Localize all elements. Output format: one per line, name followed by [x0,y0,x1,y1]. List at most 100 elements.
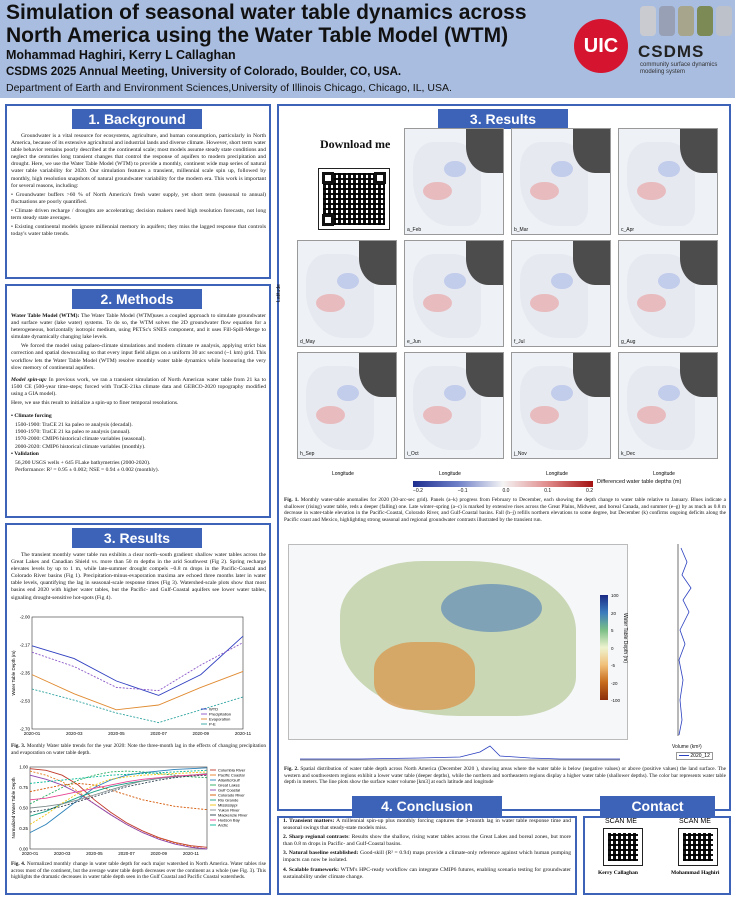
figure-1-colorbar [413,481,593,487]
figure-4-chart: 2020-01 2020-03 2020-05 2020-07 2020-09 2020-… [11,765,248,857]
contact-qr-left[interactable] [603,828,643,866]
spinup-text-2: Here, we use this result to initialize a… [11,400,179,407]
figure-1-text: Monthly water-table anomalies for 2020 (… [284,497,726,524]
figure-4-text: Normalized monthly change in water table… [11,861,266,881]
figure-1-colorbar-ticks: −0.2 −0.1 0.0 0.1 0.2 [413,488,593,494]
forcing-item: 1900-1970: TraCE 21 ka paleo re analysis… [15,429,131,436]
map-panel: h_Sep [297,352,397,459]
map-panel: k_Dec [618,352,718,459]
map-panel-label: f_Jul [514,339,525,345]
figure-1-colorbar-label: Differenced water table depths (m) [597,479,682,485]
colorbar-tick: -100 [611,698,621,703]
y-tick-label: -2.53 [20,699,31,704]
latitude-axis-label: Latitude [275,284,282,302]
series-line [31,635,244,696]
figure-1-caption: Fig. 1. Monthly water-table anomalies fo… [284,497,726,524]
legend-label: Precipitation [209,712,231,717]
legend-label: Mississippi [218,803,237,808]
colorbar-tick: −0.2 [413,488,423,494]
background-title: 1. Background [72,109,202,129]
longitude-axis-label: Longitude [439,471,461,477]
legend-label: Pacific Coastal [218,773,245,778]
colorbar-tick: 0.2 [586,488,593,494]
y-tick-label: -2.70 [20,727,31,732]
figure-2-colorbar-ticks: 100 20 5 0 -5 -20 -100 [611,593,620,703]
colorbar-tick: 0.1 [544,488,552,494]
conclusion-item-text: : Results show the shallow, rising water… [283,834,571,848]
colorbar-tick: -20 [611,680,618,686]
map-panel-label: i_Oct [407,451,419,457]
figure-3-caption: Fig. 3. Monthly Water table trends for t… [11,743,266,756]
figure-2-text: Spatial distribution of water table dept… [284,766,726,786]
wtm-text: The Water Table Model (WTM)uses a couple… [11,313,266,341]
map-panel: e_Jun [404,240,504,347]
legend-label: Rio Grande [218,798,239,803]
figure-2-map [288,544,628,740]
y-tick-label: 0.00 [19,847,28,852]
series-line [31,670,244,711]
y-tick-label: 0.50 [19,806,28,811]
series-line [29,774,208,850]
validation-title: • Validation [11,450,39,457]
x-tick-label: 2020-05 [86,851,103,856]
figure-3-chart: 2020-01 2020-03 2020-05 2020-07 2020-09 2020-… [11,615,252,737]
forcing-title: • Climate forcing [11,413,52,420]
contact-qr-right[interactable] [678,828,718,866]
map-panel-label: h_Sep [300,451,315,457]
figure-2-colorbar [600,595,608,700]
colorbar-tick: −0.1 [457,488,468,494]
download-qr-code[interactable] [318,168,390,230]
legend-label: Yukon River [218,808,240,813]
longitude-axis-label: Longitude [546,471,568,477]
conclusion-title: 4. Conclusion [352,796,502,816]
map-panel: f_Jul [511,240,611,347]
x-tick-label: 2020-01 [24,731,41,736]
legend-label: Columbia River [218,768,246,773]
y-tick-label: -2.00 [20,615,31,620]
scan-label-right: SCAN ME [679,818,711,825]
map-panel-label: a_Feb [407,227,422,233]
conclusion-item-label: 2. Sharp regional contrasts [283,834,349,841]
validation-item: Performance: R² = 0.95 ± 0.002; NSE = 0.… [15,466,160,473]
legend-label: 2020_12 [690,753,710,759]
x-tick-label: 2020-01 [22,851,39,856]
map-panel: j_Nov [511,352,611,459]
forcing-item: 1970-2000: CMIP6 historical climate vari… [15,436,146,443]
conclusion-item-text: A millennial spin-up plus monthly forcin… [283,818,571,832]
results-left-text: The transient monthly water table run ex… [11,552,266,601]
figure-2-volume-label: Volume (km³) [672,744,702,750]
figure-1-label: Fig. 1. [284,497,299,503]
legend-label: Gulf Coastal [218,788,240,793]
x-tick-label: 2020-11 [235,731,252,736]
background-bullet-3: • Existing continental models ignore mil… [11,224,266,238]
x-tick-label: 2020-07 [118,851,135,856]
legend-label: Great Lakes [218,783,240,788]
figure-3-text: Monthly Water table trends for the year … [11,743,266,756]
y-tick-label: -2.17 [20,643,31,648]
plot-area [29,766,208,850]
x-tick-label: 2020-03 [66,731,83,736]
contact-title: Contact [600,796,715,816]
map-panel-label: e_Jun [407,339,421,345]
csdms-logo-text: CSDMS [638,42,705,61]
wet-region [441,583,543,633]
legend-label: Hudson Bay [218,818,240,823]
qr-pattern [683,833,713,861]
forcing-paragraph: We forced the model using palaeo-climate… [11,343,266,371]
legend-label: WTD [209,707,218,712]
methods-panel [5,284,271,518]
conclusion-item-text: Good-skill (R² = 0.94) maps provide a cl… [283,850,571,864]
figure-4-label: Fig. 4. [11,861,26,867]
figure-2-colorbar-label: Water Table Depth (m) [622,613,628,664]
x-tick-label: 2020-09 [150,851,167,856]
x-tick-label: 2020-09 [193,731,210,736]
validation-item: 56,200 USGS wells + 645 FLake bathymetri… [15,459,151,466]
dry-region [373,642,475,710]
figure-3-label: Fig. 3. [11,743,26,749]
conclusion-panel [277,816,577,895]
y-axis-label: Water Table Depth (m) [11,650,16,696]
results-right-title: 3. Results [438,109,568,129]
legend-swatch [679,755,689,757]
map-panel-label: g_Aug [621,339,636,345]
figure-4-caption: Fig. 4. Normalized monthly change in wat… [11,861,266,881]
